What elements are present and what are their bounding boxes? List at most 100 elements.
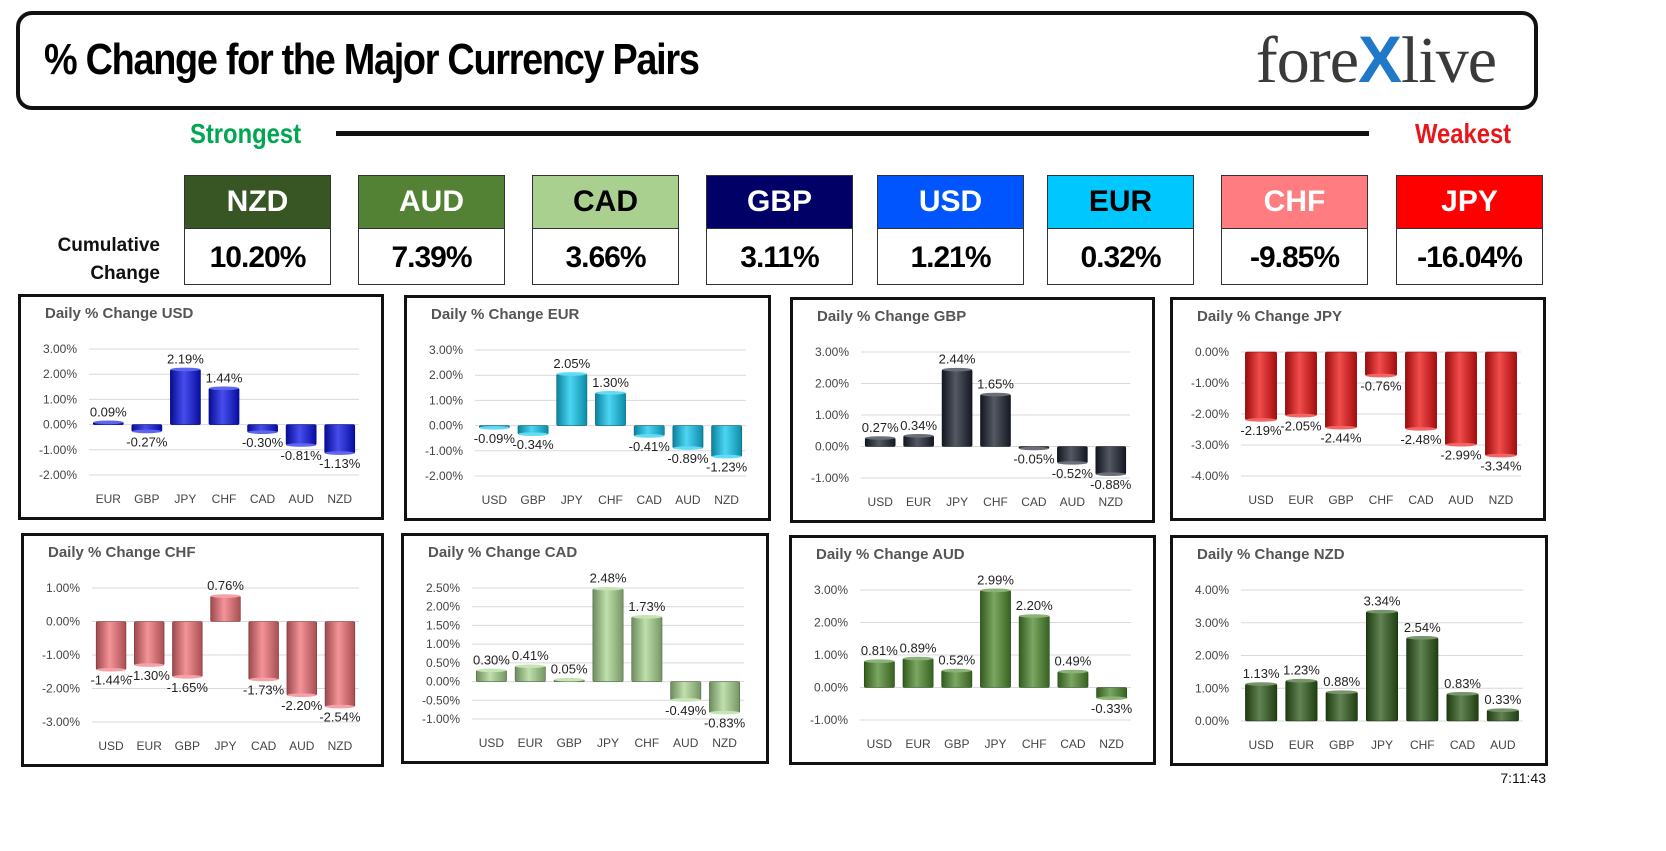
data-label: -0.49% <box>665 703 707 718</box>
bar-cap <box>1018 446 1049 451</box>
data-label: 0.09% <box>90 404 127 419</box>
bar <box>1057 671 1089 688</box>
cumulative-value: 10.20% <box>209 241 307 274</box>
bar <box>1325 351 1357 428</box>
data-label: -1.73% <box>243 682 285 697</box>
bar <box>172 621 203 678</box>
x-tick-label: CHF <box>983 495 1008 509</box>
bar-cap <box>286 443 317 447</box>
y-tick-label: 1.00% <box>429 393 463 407</box>
x-tick-label: NZD <box>714 493 739 507</box>
y-tick-label: 0.00% <box>429 419 463 433</box>
y-tick-label: 0.00% <box>43 418 77 432</box>
strength-scale-line <box>336 131 1369 136</box>
data-label: 0.89% <box>900 641 937 656</box>
x-tick-label: JPY <box>597 736 619 750</box>
bar-cap <box>247 430 278 434</box>
x-tick-label: CAD <box>1408 493 1434 507</box>
chart-cad-panel: Daily % Change CAD 2.50% 2.00% 1.50% 1.00% 0.… <box>401 533 769 764</box>
bar-cap <box>556 372 587 376</box>
bar-cap <box>210 594 241 598</box>
data-label: 0.34% <box>900 418 937 433</box>
bar-cap <box>670 698 701 702</box>
chart-title: Daily % Change EUR <box>431 306 580 323</box>
data-label: -0.33% <box>1091 701 1133 716</box>
bar-cap <box>1365 373 1397 378</box>
data-label: 0.76% <box>207 578 244 593</box>
y-tick-label: -3.00% <box>1191 438 1229 452</box>
data-label: 2.44% <box>939 352 976 367</box>
data-label: 0.33% <box>1484 692 1521 707</box>
y-tick-label: 1.50% <box>426 618 460 632</box>
data-label: 0.05% <box>551 662 588 677</box>
cumulative-value: -9.85% <box>1249 241 1340 274</box>
bar-cap <box>634 434 665 438</box>
x-tick-label: NZD <box>712 736 737 750</box>
bar-cap <box>592 586 624 591</box>
bar-cap <box>1325 425 1357 430</box>
data-label: -0.30% <box>242 435 284 450</box>
bar <box>941 369 973 447</box>
data-label: 0.81% <box>861 643 898 658</box>
x-tick-label: EUR <box>96 492 122 506</box>
y-tick-label: -4.00% <box>1191 469 1229 483</box>
bar <box>980 394 1011 447</box>
bar-cap <box>134 663 165 667</box>
forexlive-logo: foreXlive <box>1256 21 1497 99</box>
bar-cap <box>1405 427 1437 431</box>
bar-cap <box>1245 418 1277 422</box>
currency-code: AUD <box>359 176 504 229</box>
bar <box>1018 615 1050 688</box>
data-label: -0.81% <box>281 448 323 463</box>
chart-svg: 1.00% 0.00% -1.00% -2.00% -3.00% -1.44% USD -1.… <box>42 578 361 753</box>
bar-cap <box>711 454 742 459</box>
bar-cap <box>248 677 279 682</box>
bar-cap <box>1366 609 1398 614</box>
cumulative-value: 7.39% <box>391 241 472 274</box>
bar-cap <box>942 367 973 372</box>
currency-box: JPY -16.04% <box>1396 175 1543 285</box>
data-label: 2.54% <box>1404 620 1441 635</box>
bar-cap <box>1326 690 1358 694</box>
x-tick-label: NZD <box>328 739 353 753</box>
bar-cap <box>1057 461 1088 465</box>
x-tick-label: GBP <box>556 736 581 750</box>
x-tick-label: JPY <box>561 493 583 507</box>
data-label: 1.23% <box>1283 663 1320 678</box>
bar <box>863 660 895 688</box>
y-tick-label: 0.00% <box>1195 345 1229 359</box>
currency-code: CHF <box>1222 176 1367 229</box>
data-label: 0.27% <box>862 420 899 435</box>
x-tick-label: AUD <box>1060 495 1086 509</box>
chart-title: Daily % Change USD <box>45 305 194 322</box>
data-label: -2.99% <box>1440 448 1482 463</box>
bar-cap <box>1245 682 1277 686</box>
data-label: 0.41% <box>512 648 549 663</box>
y-tick-label: 0.00% <box>815 440 849 454</box>
x-tick-label: GBP <box>134 492 159 506</box>
bar-cap <box>903 433 934 438</box>
bar-cap <box>517 432 549 436</box>
y-tick-label: 1.00% <box>43 392 77 406</box>
currency-box: EUR 0.32% <box>1047 175 1194 285</box>
bar <box>1245 683 1278 722</box>
currency-code: JPY <box>1397 176 1542 229</box>
chart-usd-panel: Daily % Change USD 3.00% 2.00% 1.00% 0.00% -1… <box>18 294 384 520</box>
x-tick-label: GBP <box>175 739 200 753</box>
chart-svg: 3.00% 2.00% 1.00% 0.00% -1.00% 0.27% USD 0.34% E… <box>811 345 1132 509</box>
y-tick-label: 1.00% <box>815 408 849 422</box>
bar <box>514 665 546 682</box>
x-tick-label: EUR <box>905 737 931 751</box>
data-label: -0.52% <box>1052 466 1094 481</box>
data-label: -2.48% <box>1400 432 1442 447</box>
bar <box>1285 680 1318 722</box>
bar <box>556 373 588 426</box>
x-tick-label: CHF <box>635 736 660 750</box>
y-tick-label: 4.00% <box>1195 583 1229 597</box>
y-tick-label: 0.00% <box>46 615 80 629</box>
bar-cap <box>172 674 203 679</box>
bar <box>1405 351 1437 430</box>
data-label: 2.20% <box>1016 598 1053 613</box>
bar-cap <box>553 677 585 682</box>
bar <box>941 670 973 688</box>
